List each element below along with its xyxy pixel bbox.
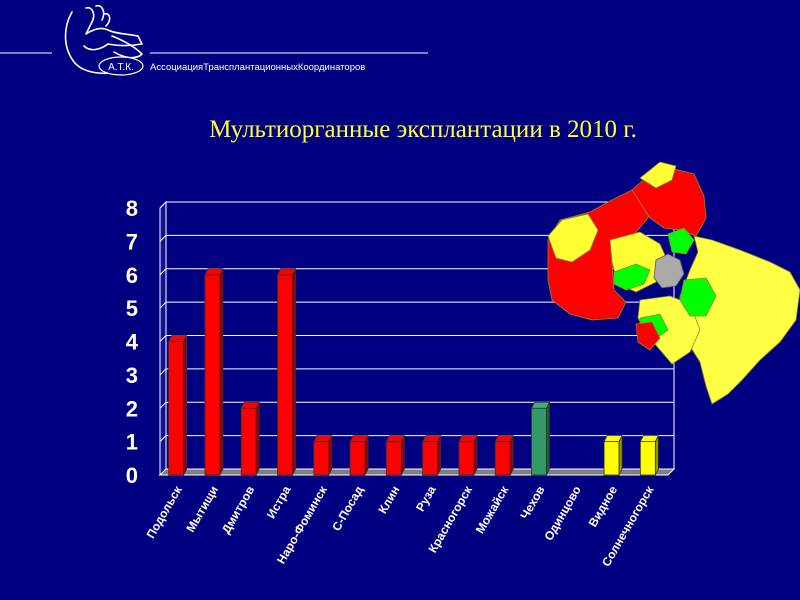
y-tick-label: 0 <box>126 463 138 488</box>
bar-side <box>292 268 296 476</box>
y-tick-label: 1 <box>126 430 138 455</box>
map-region-north-yellow <box>639 161 677 189</box>
bar-side <box>546 402 550 476</box>
gridline <box>159 268 674 276</box>
map-region-south-red <box>635 321 661 351</box>
bar <box>458 435 478 476</box>
bar <box>276 268 297 476</box>
bar <box>494 435 514 476</box>
chart-title: Мультиорганные эксплантации в 2010 г. <box>209 116 637 143</box>
bar-side <box>328 435 333 476</box>
bar-side <box>618 435 623 476</box>
bar-side <box>437 435 442 476</box>
bar <box>349 435 369 476</box>
bar-side <box>219 268 224 476</box>
bar <box>240 401 260 476</box>
gridline <box>159 368 674 376</box>
bar-side <box>400 435 405 476</box>
bar-side <box>364 435 369 476</box>
bar-side <box>509 435 514 476</box>
bar <box>204 268 224 476</box>
y-tick-label: 5 <box>126 296 138 321</box>
map-region-west-yellow <box>547 213 599 263</box>
y-tick-label: 7 <box>126 229 138 254</box>
ask-logo: А.Т.К. <box>0 4 428 76</box>
gridline <box>159 234 674 242</box>
logo-badge-text: А.Т.К. <box>108 62 134 73</box>
hands-emblem <box>64 4 143 75</box>
bar-side <box>654 435 659 476</box>
bar <box>421 435 442 476</box>
organization-name: АссоциацияТрансплантационныхКоординаторо… <box>150 62 366 73</box>
gridline <box>159 301 674 309</box>
logo-badge <box>98 56 144 76</box>
map-region-green-3 <box>679 277 717 317</box>
bar <box>167 335 188 476</box>
y-tick-label: 3 <box>126 363 138 388</box>
bar <box>639 435 660 476</box>
y-tick-label: 2 <box>126 396 138 421</box>
map-region-green-1 <box>667 227 695 255</box>
bar-side <box>473 435 478 476</box>
map-region-moscow <box>653 253 685 289</box>
bar <box>530 401 551 476</box>
gridline <box>159 335 674 342</box>
gridline <box>159 401 674 409</box>
bar-side <box>183 335 188 476</box>
bar <box>313 435 333 476</box>
y-tick-label: 8 <box>126 196 138 221</box>
y-tick-label: 6 <box>126 263 138 288</box>
bar <box>603 435 623 476</box>
map-region-green-2 <box>613 263 651 291</box>
y-tick-label: 4 <box>126 330 139 355</box>
bar-side <box>255 402 260 476</box>
gridline <box>159 201 674 209</box>
bar <box>385 435 406 476</box>
